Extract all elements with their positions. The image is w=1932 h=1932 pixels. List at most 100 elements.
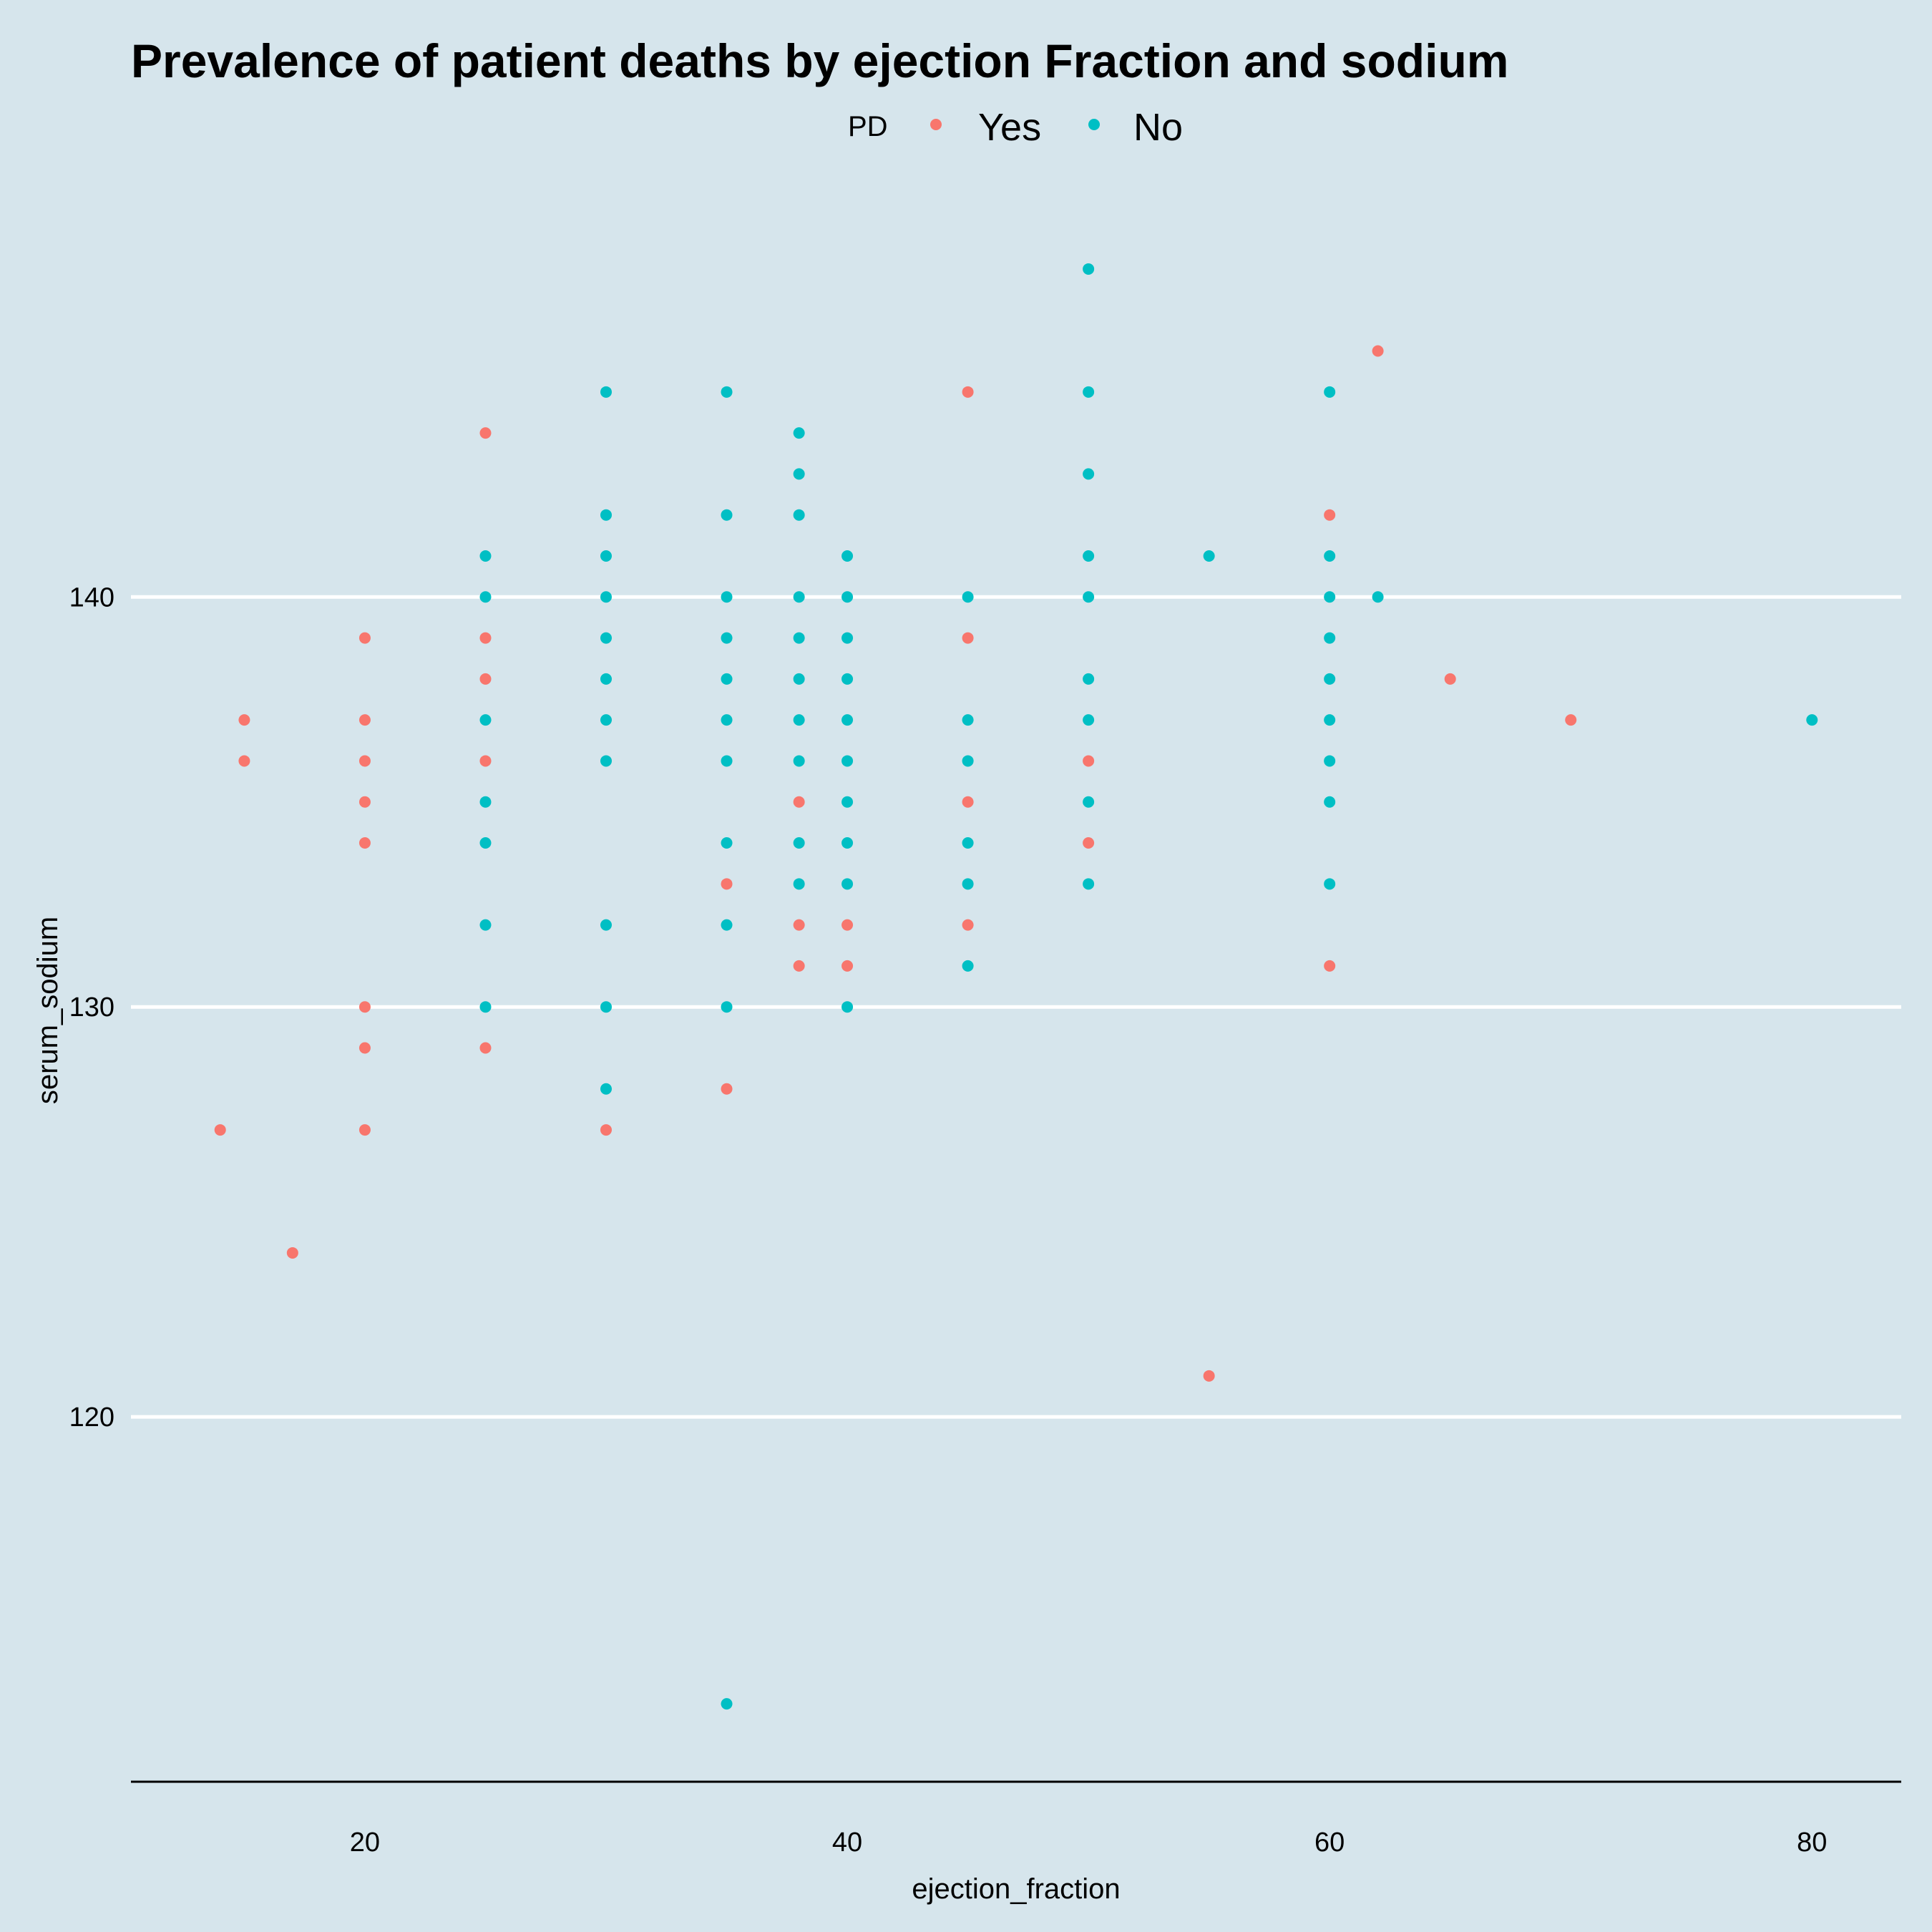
point-yes [358, 837, 371, 849]
point-no [1083, 386, 1095, 398]
gridlines [131, 595, 1901, 1419]
point-no [721, 755, 733, 767]
point-no [793, 673, 805, 685]
point-no [479, 796, 492, 808]
point-no [1324, 591, 1336, 603]
point-yes [962, 632, 974, 644]
point-no [1203, 550, 1215, 562]
point-yes [479, 673, 492, 685]
point-no [600, 509, 613, 521]
point-yes [358, 714, 371, 726]
point-no [1324, 714, 1336, 726]
point-no [600, 591, 613, 603]
point-no [793, 837, 805, 849]
point-yes [841, 960, 854, 972]
point-no [1083, 796, 1095, 808]
y-axis-label: serum_sodium [32, 917, 64, 1104]
point-yes [721, 1083, 733, 1095]
point-no [1083, 591, 1095, 603]
point-no [841, 755, 854, 767]
legend-title: PD [848, 111, 888, 142]
point-no [1324, 550, 1336, 562]
point-no [1324, 796, 1336, 808]
point-no [841, 673, 854, 685]
point-no [793, 427, 805, 439]
point-no [793, 632, 805, 644]
point-no [600, 755, 613, 767]
point-no [1324, 386, 1336, 398]
point-yes [358, 755, 371, 767]
point-yes [1444, 673, 1456, 685]
point-no [1083, 673, 1095, 685]
point-no [841, 796, 854, 808]
point-no [962, 878, 974, 890]
point-no [962, 755, 974, 767]
y-axis-ticks: 120 130 140 [69, 582, 114, 1433]
legend-marker-yes [930, 119, 942, 130]
point-no [600, 1001, 613, 1013]
point-yes [479, 755, 492, 767]
point-yes [214, 1124, 226, 1136]
point-no [721, 591, 733, 603]
point-yes [1324, 509, 1336, 521]
point-no [721, 1698, 733, 1710]
point-yes [793, 796, 805, 808]
point-no [600, 632, 613, 644]
point-yes [358, 1124, 371, 1136]
point-no [962, 837, 974, 849]
point-no [1083, 468, 1095, 480]
point-no [1083, 263, 1095, 275]
point-yes [841, 919, 854, 931]
legend: PD Yes No [848, 106, 1183, 149]
point-no [841, 632, 854, 644]
point-no [841, 714, 854, 726]
point-no [962, 714, 974, 726]
x-tick-label: 20 [350, 1828, 380, 1858]
point-no [793, 755, 805, 767]
point-no [1083, 714, 1095, 726]
point-no [962, 960, 974, 972]
point-no [1324, 878, 1336, 890]
point-yes [1372, 345, 1384, 357]
point-no [721, 673, 733, 685]
point-yes [358, 1042, 371, 1054]
point-yes [793, 960, 805, 972]
point-no [1083, 878, 1095, 890]
point-yes [1565, 714, 1577, 726]
point-yes [358, 796, 371, 808]
point-yes [962, 796, 974, 808]
legend-marker-no [1088, 119, 1100, 130]
point-no [1372, 591, 1384, 603]
point-no [600, 1083, 613, 1095]
point-no [721, 919, 733, 931]
y-tick-label: 120 [69, 1402, 114, 1433]
point-yes [479, 632, 492, 644]
point-no [1806, 714, 1818, 726]
point-yes [479, 1042, 492, 1054]
point-no [1324, 673, 1336, 685]
point-no [841, 1001, 854, 1013]
point-yes [358, 1001, 371, 1013]
data-points [214, 263, 1818, 1710]
point-no [793, 878, 805, 890]
point-no [793, 714, 805, 726]
point-yes [238, 714, 250, 726]
point-no [600, 386, 613, 398]
point-no [841, 878, 854, 890]
point-yes [1203, 1370, 1215, 1382]
point-no [793, 509, 805, 521]
point-no [1083, 550, 1095, 562]
point-yes [286, 1246, 298, 1259]
point-no [1324, 632, 1336, 644]
point-yes [600, 1124, 613, 1136]
point-no [1324, 755, 1336, 767]
point-no [479, 919, 492, 931]
point-no [721, 632, 733, 644]
point-yes [1324, 960, 1336, 972]
x-axis-ticks: 20 40 60 80 [350, 1828, 1828, 1858]
point-no [841, 837, 854, 849]
point-no [600, 673, 613, 685]
y-tick-label: 130 [69, 992, 114, 1023]
